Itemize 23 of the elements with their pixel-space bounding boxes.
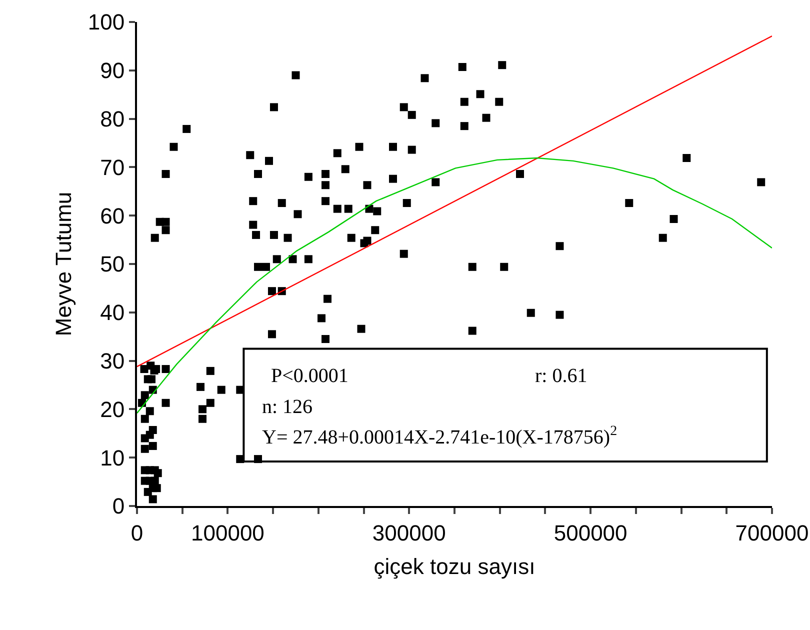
x-tick-label: 700000 — [735, 520, 809, 546]
x-tick-label: 100000 — [191, 520, 264, 546]
line-series — [137, 157, 772, 414]
y-tick-label: 0 — [112, 494, 125, 519]
y-tick-label: 40 — [100, 300, 125, 326]
y-tick-label: 90 — [100, 58, 125, 84]
y-tick-label: 60 — [100, 203, 125, 228]
y-tick-label: 70 — [100, 154, 125, 180]
y-tick-label: 100 — [88, 10, 125, 35]
annotation: P<0.0001 — [271, 365, 348, 387]
y-tick-label: 50 — [100, 252, 125, 277]
annotation: n: 126 — [262, 396, 313, 418]
x-tick-label: 300000 — [372, 520, 446, 546]
annotation: Y= 27.48+0.00014X-2.741e-10(X-178756)$^{2}$ — [262, 424, 618, 448]
x-tick-label: 0 — [130, 520, 144, 546]
y-axis-title: Meyve Tutumu — [51, 192, 76, 336]
x-axis-title: çiçek tozu sayısı — [374, 554, 536, 579]
y-tick-label: 20 — [100, 396, 125, 422]
x-tick-label: 500000 — [554, 520, 628, 546]
y-tick-label: 80 — [100, 106, 125, 132]
y-tick-label: 10 — [100, 445, 125, 470]
annotation: r: 0.61 — [535, 365, 588, 387]
y-tick-label: 30 — [100, 348, 125, 374]
